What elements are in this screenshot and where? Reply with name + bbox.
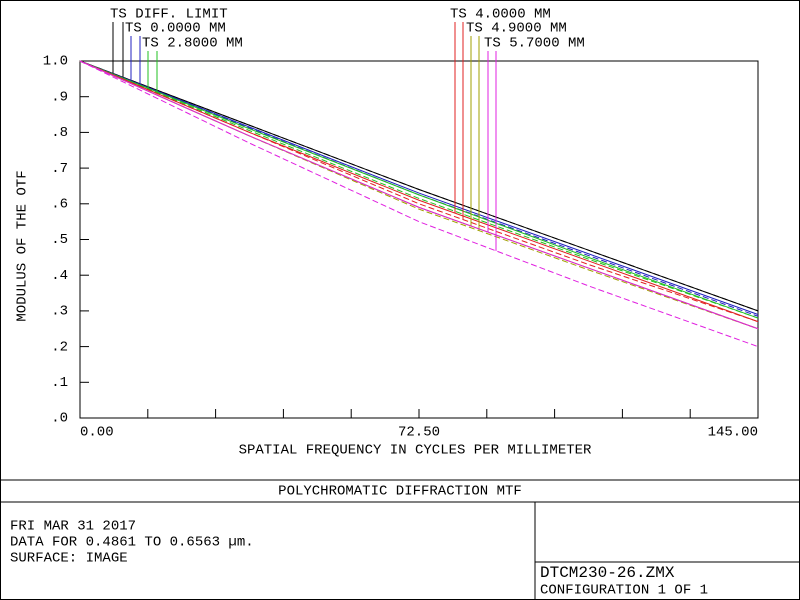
y-tick-label: .5 — [51, 232, 68, 248]
y-tick-label: .8 — [51, 125, 68, 141]
y-tick-label: .4 — [51, 268, 68, 284]
sagittal-curve — [79, 60, 759, 323]
y-tick-label: .0 — [51, 411, 68, 427]
tangential-curve — [79, 60, 759, 312]
y-tick-label: 1.0 — [43, 54, 68, 70]
wavelength-range: DATA FOR 0.4861 TO 0.6563 µm. — [10, 535, 254, 551]
chart-title: POLYCHROMATIC DIFFRACTION MTF — [278, 484, 522, 500]
legend-label: TS 5.7000 MM — [484, 36, 585, 52]
sagittal-curve — [79, 60, 759, 348]
date: FRI MAR 31 2017 — [10, 519, 136, 535]
legend-label: TS 0.0000 MM — [125, 21, 226, 37]
x-axis-label: SPATIAL FREQUENCY IN CYCLES PER MILLIMET… — [239, 443, 592, 459]
tangential-curve — [79, 60, 759, 330]
y-tick-label: .6 — [51, 197, 68, 213]
x-tick-label: 72.50 — [398, 425, 440, 441]
surface: SURFACE: IMAGE — [10, 551, 128, 567]
y-tick-label: .9 — [51, 89, 68, 105]
file-name: DTCM230-26.ZMX — [540, 564, 675, 582]
legend-label: TS DIFF. LIMIT — [110, 7, 228, 23]
y-axis-label: MODULUS OF THE OTF — [15, 170, 31, 321]
x-tick-label: 145.00 — [708, 425, 758, 441]
y-tick-label: .7 — [51, 161, 68, 177]
sagittal-curve — [79, 60, 759, 319]
legend-label: TS 4.0000 MM — [450, 7, 551, 23]
tangential-curve — [79, 60, 759, 319]
tangential-curve — [79, 60, 759, 315]
x-tick-label: 0.00 — [80, 425, 114, 441]
sagittal-curve — [79, 60, 759, 312]
y-tick-label: .3 — [51, 304, 68, 320]
y-tick-label: .1 — [51, 375, 68, 391]
y-tick-label: .2 — [51, 339, 68, 355]
legend-label: TS 4.9000 MM — [466, 21, 567, 37]
plot-frame — [79, 60, 759, 419]
configuration: CONFIGURATION 1 OF 1 — [540, 583, 708, 599]
legend-label: TS 2.8000 MM — [142, 36, 243, 52]
sagittal-curve — [79, 60, 759, 330]
